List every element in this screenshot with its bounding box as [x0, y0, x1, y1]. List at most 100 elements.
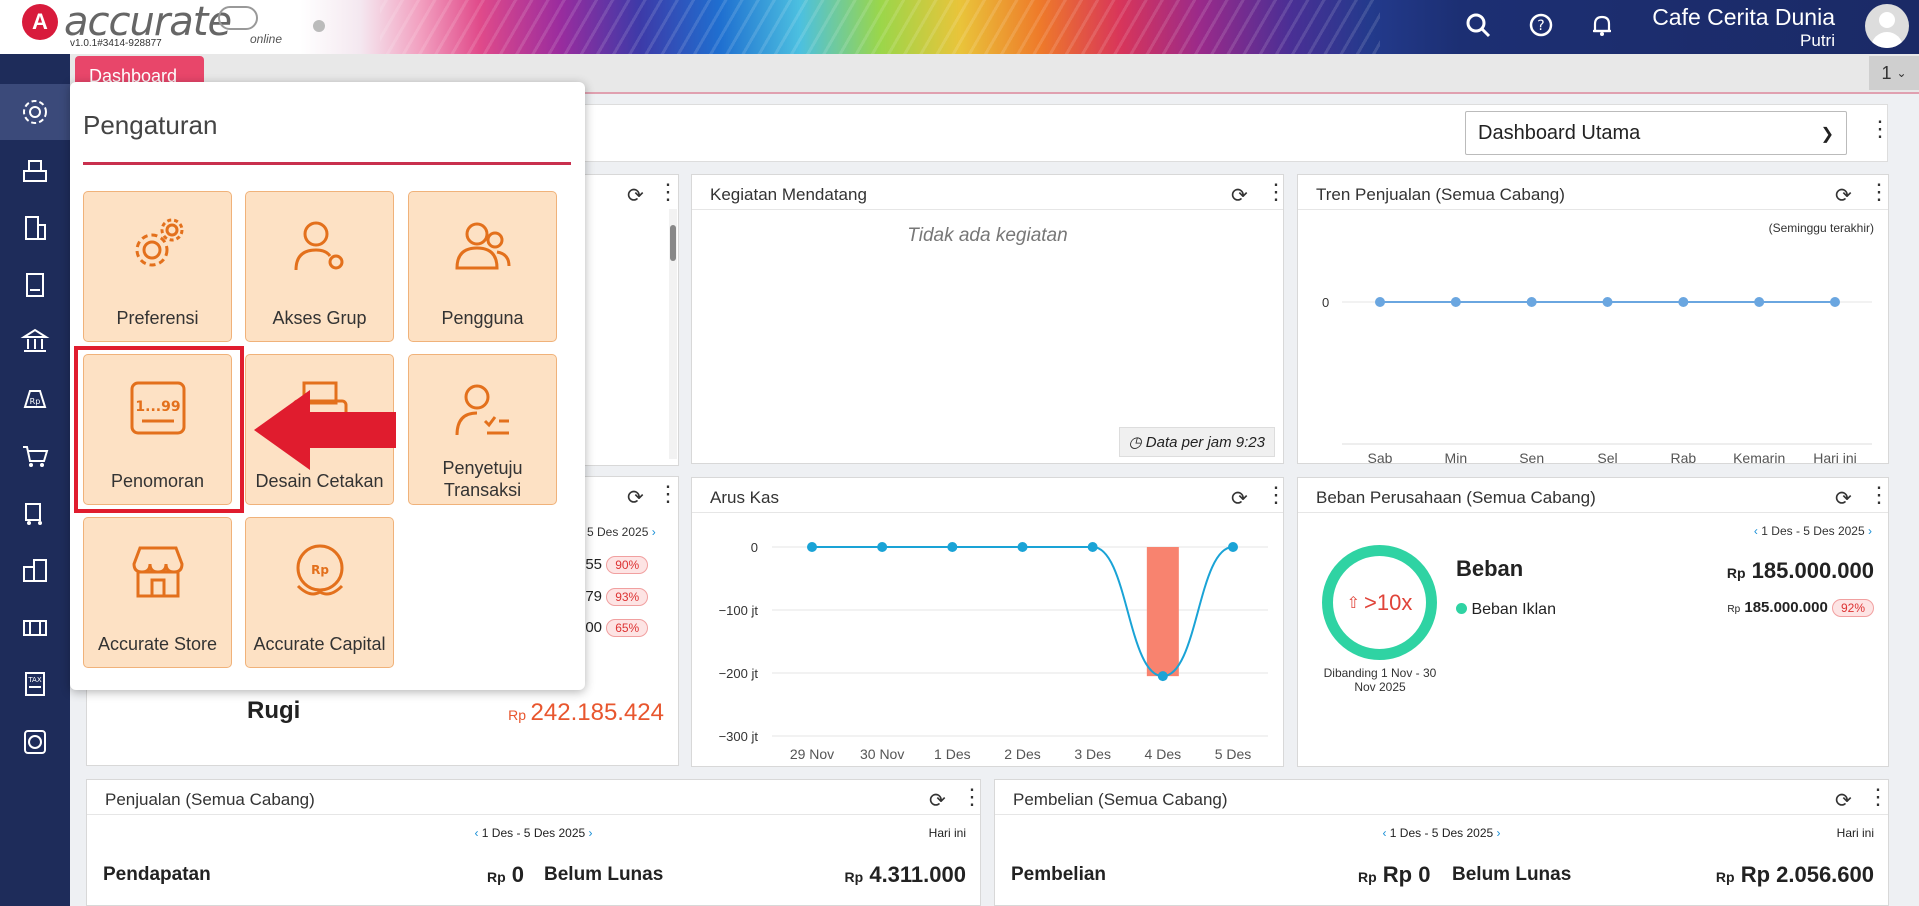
tile-akses-grup[interactable]: Akses Grup — [245, 191, 394, 342]
svg-text:Rp: Rp — [30, 397, 41, 406]
scrollbar[interactable] — [669, 209, 677, 459]
tile-penyetuju-transaksi[interactable]: Penyetuju Transaksi — [408, 354, 557, 505]
data-timestamp-text: Data per jam 9:23 — [1145, 434, 1265, 451]
building-icon[interactable] — [16, 209, 54, 247]
card-menu-kebab-icon[interactable]: ⋮ — [961, 784, 983, 809]
data-timestamp: ◷ Data per jam 9:23 — [1118, 427, 1275, 457]
production-icon[interactable] — [16, 608, 54, 646]
chevron-right-icon[interactable]: › — [651, 525, 656, 539]
cashier-icon[interactable] — [16, 151, 54, 189]
currency: Rp — [1715, 869, 1735, 885]
empty-message: Tidak ada kegiatan — [907, 225, 1068, 246]
chevron-right-icon[interactable]: › — [1496, 826, 1501, 840]
tile-preferensi[interactable]: Preferensi — [83, 191, 232, 342]
pct-badge: 93% — [606, 588, 649, 606]
refresh-icon[interactable]: ⟳ — [1835, 488, 1852, 510]
assets-icon[interactable] — [16, 551, 54, 589]
pct-badge: 92% — [1831, 599, 1874, 617]
tile-label: Akses Grup — [272, 308, 367, 328]
x-tick-label: Sen — [1519, 450, 1544, 464]
card-penjualan: Penjualan (Semua Cabang) ⟳ ⋮ ‹ 1 Des - 5… — [86, 779, 983, 906]
card-header-divider — [87, 814, 980, 815]
company-name: Cafe Cerita Dunia — [1652, 4, 1835, 30]
refresh-icon[interactable]: ⟳ — [1231, 488, 1248, 510]
ledger-icon[interactable] — [16, 266, 54, 304]
tile-label: Pengguna — [441, 308, 524, 328]
help-icon[interactable]: ? — [1526, 10, 1556, 40]
logo-sub: online — [250, 32, 283, 46]
card-header-divider — [692, 209, 1283, 210]
x-tick-label: Hari ini — [1813, 450, 1857, 464]
bank-icon[interactable] — [16, 322, 54, 360]
chevron-left-icon[interactable]: ‹ — [1382, 826, 1387, 840]
refresh-icon[interactable]: ⟳ — [627, 487, 644, 509]
svg-text:?: ? — [1537, 18, 1544, 34]
currency: Rp — [508, 707, 527, 723]
status-dot — [313, 20, 325, 32]
clock-icon: ◷ — [1128, 434, 1142, 451]
accurate-logo[interactable]: A accurate online — [22, 2, 282, 46]
settings-gear-icon[interactable] — [16, 93, 54, 131]
beban-item-value: Rp 185.000.000 92% — [1727, 599, 1874, 617]
currency: Rp — [487, 869, 506, 885]
tile-accurate-store[interactable]: Accurate Store — [83, 517, 232, 668]
card-menu-kebab-icon[interactable]: ⋮ — [657, 179, 679, 204]
bell-icon[interactable] — [1587, 10, 1617, 40]
tile-label: Penomoran — [110, 471, 205, 491]
card-title: Beban Perusahaan (Semua Cabang) — [1316, 488, 1596, 507]
refresh-icon[interactable]: ⟳ — [627, 185, 644, 207]
refresh-icon[interactable]: ⟳ — [929, 790, 946, 812]
date-range-text: 1 Des - 5 Des 2025 — [481, 826, 586, 840]
card-title: Arus Kas — [710, 488, 779, 507]
refresh-icon[interactable]: ⟳ — [1835, 790, 1852, 812]
row-3: 800 65% — [577, 619, 649, 637]
search-icon[interactable] — [1463, 10, 1493, 40]
company-info[interactable]: Cafe Cerita Dunia Putri — [1652, 4, 1835, 51]
scrollbar-thumb[interactable] — [670, 225, 676, 261]
avatar[interactable] — [1865, 4, 1909, 48]
pct-badge: 65% — [606, 619, 649, 637]
tile-pengguna[interactable]: Pengguna — [408, 191, 557, 342]
refresh-icon[interactable]: ⟳ — [1231, 185, 1248, 207]
logo-mark-icon: A — [22, 4, 58, 40]
dashboard-select[interactable]: Dashboard Utama ❯ — [1465, 111, 1847, 155]
card-menu-kebab-icon[interactable]: ⋮ — [1868, 482, 1890, 507]
gears-icon — [135, 218, 184, 267]
money-bag-icon[interactable]: Rp — [16, 379, 54, 417]
pembelian-amount: Rp 0 — [1382, 862, 1431, 887]
cart-icon[interactable] — [16, 437, 54, 475]
x-tick-label: Kemarin — [1733, 450, 1785, 464]
refresh-icon[interactable]: ⟳ — [1835, 185, 1852, 207]
card-menu-kebab-icon[interactable]: ⋮ — [657, 481, 679, 506]
pendapatan-label: Pendapatan — [103, 864, 211, 885]
tax-icon[interactable]: TAX — [16, 665, 54, 703]
inventory-icon[interactable] — [16, 494, 54, 532]
data-point — [1450, 297, 1461, 307]
beban-ring-chart: ⇧ >10x — [1322, 545, 1437, 660]
store-icon — [132, 546, 184, 598]
capital-icon: Rp — [296, 544, 344, 596]
x-tick-label: 3 Des — [1074, 746, 1111, 762]
x-tick-label: Sel — [1597, 450, 1617, 464]
row-2: 679 93% — [577, 588, 649, 606]
card-menu-kebab-icon[interactable]: ⋮ — [1867, 784, 1889, 809]
chevron-left-icon[interactable]: ‹ — [1753, 524, 1758, 538]
chevron-right-icon[interactable]: › — [588, 826, 593, 840]
row-1: 055 90% — [577, 556, 649, 574]
numbering-icon-text: 1...99 — [135, 399, 180, 415]
report-icon[interactable] — [16, 723, 54, 761]
tab-counter[interactable]: 1 ⌄ — [1869, 56, 1919, 90]
tile-accurate-capital[interactable]: Rp Accurate Capital — [245, 517, 394, 668]
chevron-right-icon[interactable]: › — [1868, 524, 1872, 538]
chevron-left-icon[interactable]: ‹ — [474, 826, 479, 840]
chevron-down-icon: ❯ — [1820, 126, 1834, 143]
x-tick-label: 1 Des — [934, 746, 971, 762]
card-menu-kebab-icon[interactable]: ⋮ — [1868, 179, 1890, 204]
card-menu-kebab-icon[interactable]: ⋮ — [1265, 482, 1287, 507]
data-point — [807, 542, 817, 552]
dashboard-menu-kebab-icon[interactable]: ⋮ — [1869, 116, 1891, 141]
card-menu-kebab-icon[interactable]: ⋮ — [1265, 179, 1287, 204]
data-point — [1087, 542, 1098, 552]
tile-penomoran[interactable]: 1...99 Penomoran — [83, 354, 232, 505]
y-tick-label: 0 — [751, 540, 758, 555]
